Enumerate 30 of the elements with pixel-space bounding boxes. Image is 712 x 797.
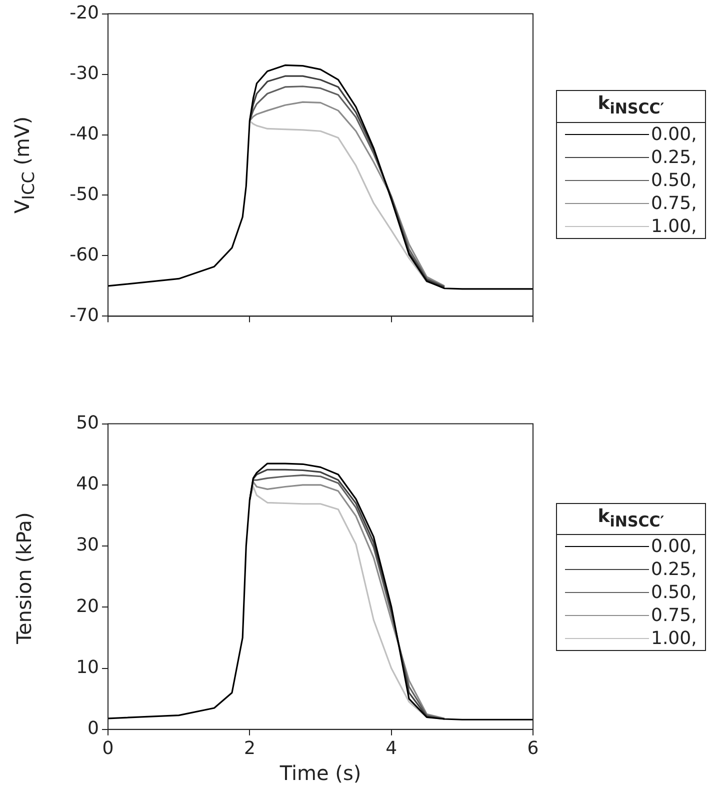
x-tick-label: 6 [527, 738, 539, 759]
y-tick-label: 50 [76, 412, 99, 434]
x-tick-label: 0 [102, 738, 114, 759]
legend-label: 0.50, [651, 170, 697, 191]
y-tick-label: 40 [76, 474, 99, 495]
y-tick-label: 20 [76, 596, 99, 617]
x-tick-label: 2 [244, 738, 256, 759]
y-tick-label: -20 [70, 2, 99, 24]
y-tick-label: -60 [70, 244, 99, 266]
x-tick-label: 4 [386, 738, 398, 759]
legend-label: 1.00, [651, 628, 697, 650]
y-tick-label: -40 [70, 123, 99, 144]
legend-label: 0.75, [651, 605, 697, 626]
y-axis-title: Tension (kPa) [12, 512, 36, 644]
legend-title: k$_{iNSCC′}$ [557, 91, 705, 123]
legend-label: 0.00, [651, 124, 697, 145]
y-tick-label: -70 [70, 304, 99, 326]
x-axis-title: Time (s) [278, 761, 362, 786]
y-tick-label: 0 [88, 718, 99, 740]
y-tick-label: 30 [76, 534, 99, 556]
y-tick-label: -30 [70, 62, 99, 84]
legend-label: 0.75, [651, 192, 697, 214]
legend-label: 0.50, [651, 582, 697, 604]
legend-label: 0.00, [651, 536, 697, 558]
y-tick-label: 10 [76, 656, 99, 678]
legend-label: 1.00, [651, 216, 697, 237]
legend-title: k$_{iNSCC′}$ [557, 504, 705, 536]
y-tick-label: -50 [70, 184, 99, 205]
legend-label: 0.25, [651, 559, 697, 580]
legend-label: 0.25, [651, 146, 697, 168]
